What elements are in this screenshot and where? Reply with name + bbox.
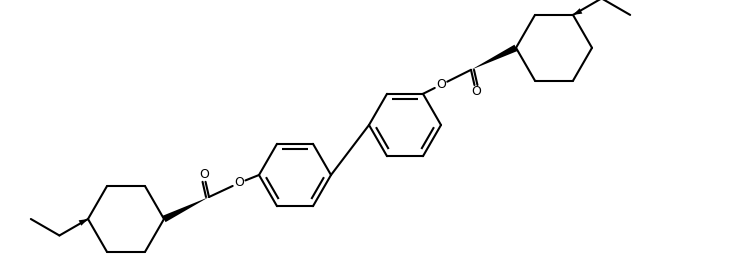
Text: O: O [199,168,209,181]
Text: O: O [436,78,446,91]
Polygon shape [573,8,582,15]
Polygon shape [79,219,88,226]
Polygon shape [162,197,209,222]
Text: O: O [471,85,481,98]
Text: O: O [234,177,244,190]
Polygon shape [471,45,517,70]
